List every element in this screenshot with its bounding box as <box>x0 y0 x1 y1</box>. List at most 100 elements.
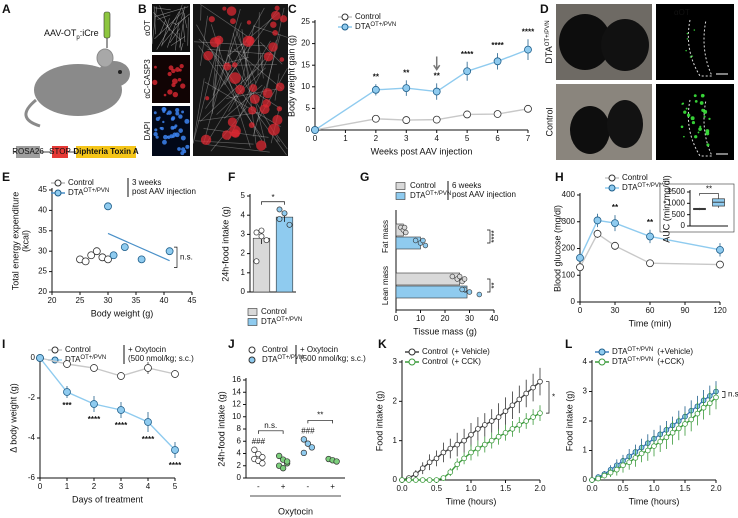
data-point <box>688 416 694 423</box>
group-label: DTAOT+/PVN <box>544 20 554 63</box>
y-tick-label: 0 <box>571 297 576 306</box>
nucleus <box>171 116 176 120</box>
legend-label: Control (+ Vehicle) <box>422 347 490 356</box>
significance: **** <box>522 27 535 36</box>
fiber <box>265 7 285 96</box>
fiber <box>227 12 280 57</box>
data-point <box>253 258 260 265</box>
cell <box>231 129 240 138</box>
nucleus <box>177 147 181 151</box>
legend-label-part: DTA <box>65 355 81 364</box>
bracket <box>699 193 719 196</box>
data-point <box>308 444 316 451</box>
cell <box>249 94 260 105</box>
promoter-label: ROSA26 <box>12 147 44 156</box>
x-tick-label: 0.0 <box>396 484 408 493</box>
cell <box>268 42 278 52</box>
legend-label-part: OT+/PVN <box>277 355 303 361</box>
y-tick-label: 4 <box>241 210 246 219</box>
cell <box>180 83 186 89</box>
panel-letter: C <box>288 2 297 16</box>
data-point <box>412 477 419 483</box>
y-tick-label: 35 <box>38 226 47 235</box>
y-tick-label: 0 <box>237 473 242 482</box>
cell <box>171 82 176 88</box>
y-tick-label: 3 <box>241 230 246 239</box>
legend-marker <box>408 358 416 366</box>
nucleus <box>155 135 159 139</box>
nucleus <box>180 135 186 141</box>
fiber <box>167 4 183 48</box>
bar <box>252 237 271 293</box>
stain-label: αOT <box>674 8 690 17</box>
legend-label-part: (+ CCK) <box>452 357 481 366</box>
nucleus <box>153 111 157 115</box>
signal <box>706 143 710 147</box>
data-point <box>117 372 125 380</box>
data-point <box>613 466 620 473</box>
legend-label: DTAOT+/PVN <box>261 317 302 327</box>
data-point <box>468 431 474 438</box>
legend-swatch <box>247 318 258 326</box>
x-tick-label: 90 <box>681 306 690 315</box>
bracket <box>487 278 491 293</box>
bracket <box>546 381 550 414</box>
legend-label: DTAOT+/PVN (+CCK) <box>612 357 684 367</box>
fiber <box>204 81 281 128</box>
bar <box>395 272 461 286</box>
data-point <box>171 370 179 378</box>
nucleus <box>162 139 167 145</box>
y-tick-label: 30 <box>38 246 47 255</box>
data-point <box>412 471 419 477</box>
cell <box>221 130 232 140</box>
series-line <box>39 357 176 451</box>
y-tick-label: 300 <box>562 217 576 226</box>
significance: n.s. <box>728 390 738 399</box>
mouse-illustration <box>14 11 136 158</box>
signal <box>689 56 692 58</box>
fiber <box>159 5 171 31</box>
signal <box>703 109 708 114</box>
panel-letter: D <box>540 2 549 16</box>
fiber <box>169 28 180 43</box>
y-tick-label: 5 <box>306 104 311 113</box>
signal <box>686 113 691 117</box>
panel-letter: G <box>360 170 369 184</box>
data-point <box>371 85 380 94</box>
data-point <box>646 259 654 268</box>
data-point <box>537 378 543 385</box>
y-tick-label: 45 <box>38 185 47 194</box>
data-point <box>669 429 676 436</box>
cell <box>274 5 280 11</box>
legend-note: (500 nmol/kg; s.c.) <box>128 354 194 363</box>
fiber <box>172 22 177 25</box>
legend-label-part: DTA <box>612 347 628 356</box>
legend-label: Control <box>410 181 436 190</box>
legend-marker <box>408 348 416 356</box>
data-point <box>90 400 98 408</box>
y-tick-label: 1500 <box>667 187 685 196</box>
legend-label-part: Control <box>68 178 94 187</box>
y-tick-label: 0 <box>241 287 246 296</box>
legend-label-part: OT+/PVN <box>637 183 663 189</box>
cell <box>171 78 178 85</box>
data-point <box>447 445 454 452</box>
data-point <box>144 418 152 426</box>
legend-label: DTAOT+/PVN (+Vehicle) <box>612 347 693 357</box>
legend-label: Control <box>65 345 91 354</box>
data-point <box>422 242 429 249</box>
fiber <box>196 24 263 141</box>
data-point <box>459 286 465 293</box>
nucleus <box>170 125 175 130</box>
panel-letter: I <box>2 337 5 351</box>
group-label: Control <box>544 107 554 136</box>
signal <box>683 135 685 138</box>
x-tick-label: 120 <box>713 306 727 315</box>
data-point <box>276 206 283 213</box>
cell <box>272 30 278 36</box>
significance: **** <box>88 415 101 424</box>
x-tick-label: 1.5 <box>500 484 512 493</box>
fiber <box>210 107 247 152</box>
